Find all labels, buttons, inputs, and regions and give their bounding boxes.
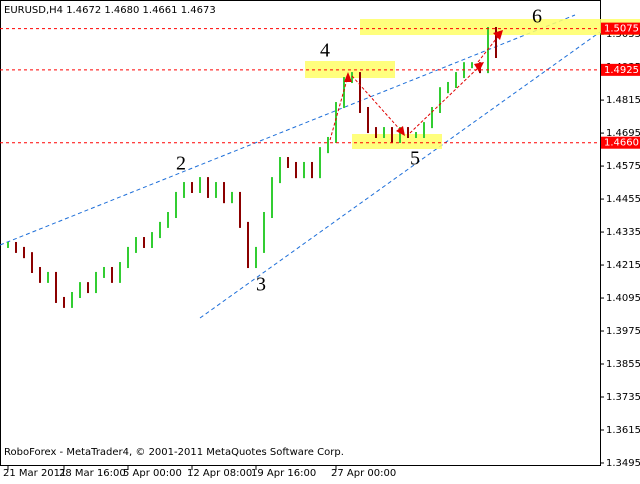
chart-title: EURUSD,H4 1.4672 1.4680 1.4661 1.4673 <box>4 5 216 16</box>
price-bar <box>367 106 369 134</box>
x-tick-label: 21 Mar 2011 <box>3 468 66 479</box>
level-label-box <box>601 22 640 35</box>
level-label-box <box>601 136 640 149</box>
price-bar <box>279 157 281 184</box>
price-bar <box>287 157 289 168</box>
channel-upper <box>0 14 576 246</box>
price-bar <box>7 241 9 248</box>
price-bar <box>335 102 337 143</box>
wave-label: 2 <box>176 153 186 175</box>
price-bar <box>407 127 409 139</box>
price-bar <box>199 177 201 193</box>
footer: RoboForex - MetaTrader4, © 2001-2011 Met… <box>4 447 344 458</box>
price-bar <box>167 212 169 228</box>
price-bar <box>127 246 129 269</box>
x-tick-label: 12 Apr 08:00 <box>187 468 252 479</box>
price-bar <box>399 127 401 143</box>
price-bar <box>271 177 273 219</box>
price-bar <box>95 271 97 294</box>
x-tick-label: 5 Apr 00:00 <box>123 468 182 479</box>
price-bar <box>183 182 185 198</box>
price-bar <box>471 62 473 69</box>
zone-6 <box>360 19 640 35</box>
price-bar <box>415 132 417 139</box>
y-tick-label: 1.3615 <box>606 425 640 436</box>
price-bar <box>391 127 393 143</box>
price-bar <box>31 252 33 273</box>
price-bar <box>423 122 425 139</box>
price-bar <box>103 266 105 278</box>
x-tick-label: 27 Apr 00:00 <box>331 468 396 479</box>
price-bar <box>303 161 305 179</box>
plot-frame <box>0 0 601 466</box>
price-bar <box>311 161 313 179</box>
price-bar <box>79 282 81 299</box>
price-bar <box>247 221 249 269</box>
wave-label: 3 <box>256 274 266 296</box>
y-tick-label: 1.3855 <box>606 359 640 370</box>
y-tick-label: 1.4335 <box>606 227 640 238</box>
price-bar <box>319 147 321 179</box>
x-tick-label: 28 Mar 16:00 <box>59 468 126 479</box>
price-bar <box>55 271 57 303</box>
wave-label: 4 <box>320 40 330 62</box>
price-bar <box>159 221 161 239</box>
price-bar <box>87 282 89 294</box>
price-bar <box>215 182 217 198</box>
y-tick-label: 1.3735 <box>606 392 640 403</box>
price-bar <box>375 127 377 139</box>
price-bar <box>135 237 137 253</box>
level-label: 1.4925 <box>604 65 639 76</box>
price-bar <box>439 87 441 113</box>
price-bar <box>495 26 497 59</box>
price-bar <box>343 77 345 109</box>
price-bar <box>71 292 73 308</box>
channel-lower <box>199 31 601 319</box>
wave-label: 6 <box>532 6 542 28</box>
price-bar <box>39 266 41 283</box>
price-bar <box>263 212 265 253</box>
price-bar <box>111 266 113 283</box>
y-tick-label: 1.4455 <box>606 194 640 205</box>
wave-label: 5 <box>410 148 420 170</box>
price-bar <box>15 241 17 253</box>
price-bar <box>119 262 121 283</box>
price-bar <box>239 191 241 228</box>
y-tick-label: 1.4815 <box>606 95 640 106</box>
price-bar <box>47 271 49 283</box>
price-bar <box>151 232 153 248</box>
zone-5 <box>352 134 442 149</box>
y-tick-label: 1.4695 <box>606 128 640 139</box>
y-tick-label: 1.4215 <box>606 260 640 271</box>
price-bar <box>191 182 193 193</box>
level-label-box <box>601 63 640 76</box>
y-tick-label: 1.3975 <box>606 326 640 337</box>
price-bar <box>63 296 65 308</box>
price-bar <box>447 81 449 94</box>
price-bar <box>175 191 177 219</box>
price-bar <box>23 246 25 259</box>
price-bar <box>359 72 361 113</box>
y-tick-label: 1.4095 <box>606 293 640 304</box>
x-tick-label: 19 Apr 16:00 <box>251 468 316 479</box>
price-bar <box>295 161 297 179</box>
price-bar <box>223 182 225 204</box>
y-tick-label: 1.4575 <box>606 161 640 172</box>
arrows <box>329 33 501 141</box>
price-bar <box>207 177 209 198</box>
y-tick-label: 1.3495 <box>606 458 640 469</box>
price-bar <box>351 72 353 84</box>
arrow-heads <box>344 30 503 136</box>
price-bar <box>383 127 385 139</box>
price-bar <box>231 191 233 204</box>
price-bar <box>431 106 433 129</box>
price-bar <box>327 136 329 154</box>
price-bar <box>255 246 257 269</box>
price-bar <box>143 237 145 248</box>
level-label: 1.4660 <box>604 138 639 149</box>
price-bar <box>455 72 457 88</box>
level-label: 1.5075 <box>604 24 639 35</box>
